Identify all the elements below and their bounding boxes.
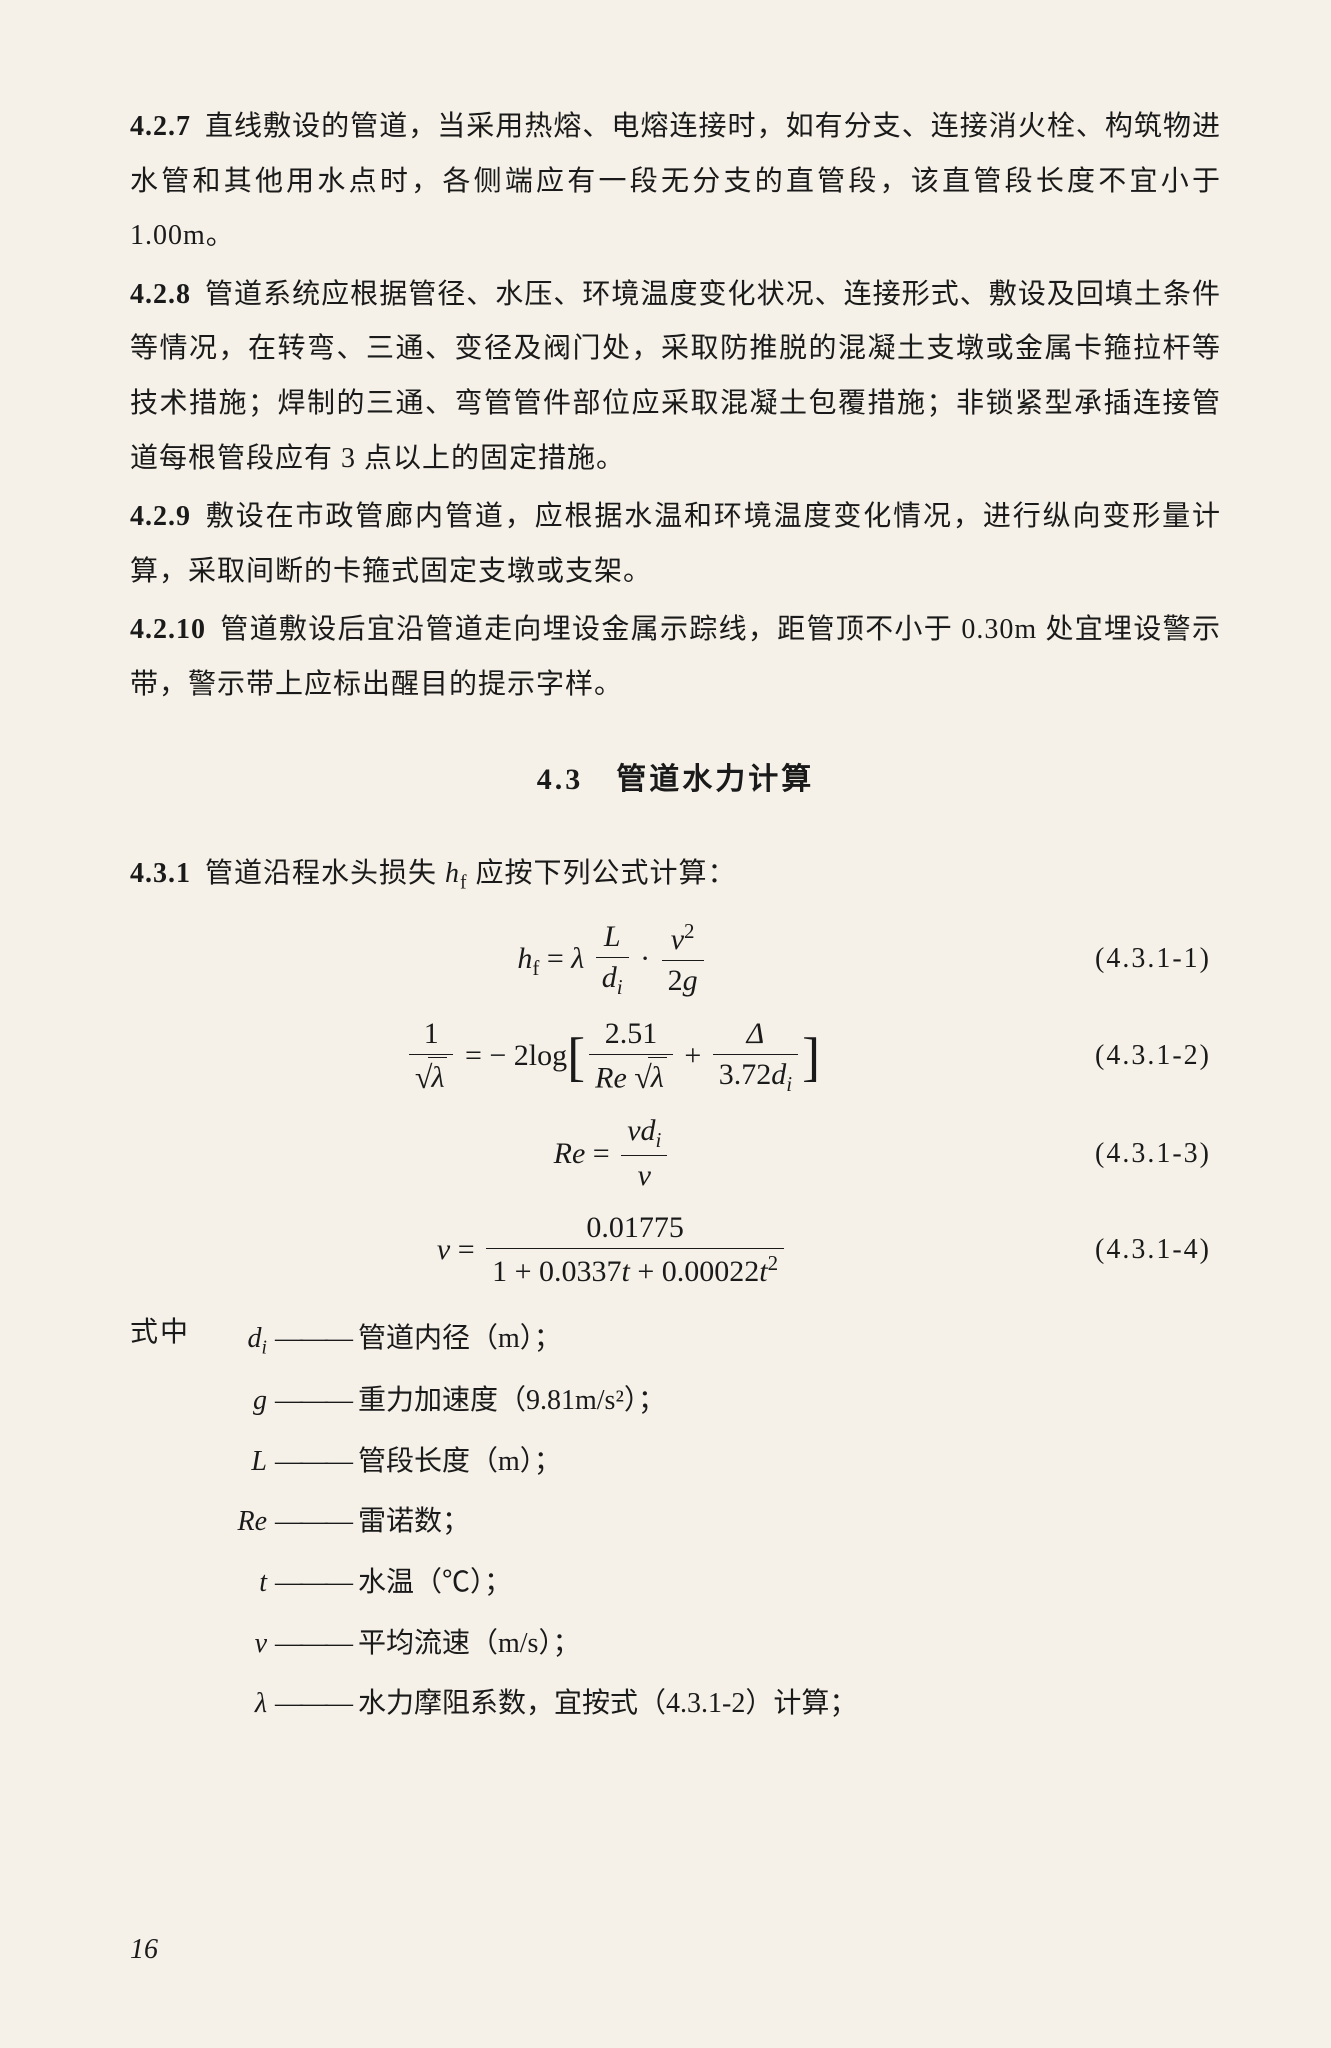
definition-dash: ——— bbox=[275, 1435, 350, 1490]
definition-list: 式中 di———管道内径（m）；g———重力加速度（9.81m/s²）；L———… bbox=[130, 1306, 1221, 1737]
definition-dash: ——— bbox=[275, 1677, 350, 1732]
section-title: 4.3 管道水力计算 bbox=[130, 751, 1221, 810]
equation-4-3-1-2: 1 √λ = − 2log [ 2.51 Re √λ + Δ 3.72di ] … bbox=[130, 1016, 1221, 1097]
definition-symbol: Re bbox=[217, 1495, 267, 1550]
definition-dash: ——— bbox=[275, 1495, 350, 1550]
definition-symbol: g bbox=[217, 1374, 267, 1429]
definition-desc: 水温（℃）； bbox=[358, 1556, 512, 1611]
para-number: 4.3.1 bbox=[130, 858, 191, 889]
definition-desc: 水力摩阻系数，宜按式（4.3.1-2）计算； bbox=[358, 1677, 857, 1732]
para-text: 管道系统应根据管径、水压、环境温度变化状况、连接形式、敷设及回填土条件等情况，在… bbox=[130, 279, 1221, 474]
definition-row: v———平均流速（m/s）； bbox=[217, 1617, 857, 1672]
definition-symbol: v bbox=[217, 1617, 267, 1672]
equation-4-3-1-4: ν = 0.01775 1 + 0.0337t + 0.00022t2 (4.3… bbox=[130, 1210, 1221, 1290]
definition-row: λ———水力摩阻系数，宜按式（4.3.1-2）计算； bbox=[217, 1677, 857, 1732]
definition-row: L———管段长度（m）； bbox=[217, 1435, 857, 1490]
definition-symbol: λ bbox=[217, 1677, 267, 1732]
equation-4-3-1-3: Re = vdiν (4.3.1-3) bbox=[130, 1113, 1221, 1194]
definitions-container: di———管道内径（m）；g———重力加速度（9.81m/s²）；L———管段长… bbox=[217, 1306, 857, 1737]
definition-intro: 式中 bbox=[130, 1306, 210, 1361]
equation-label: (4.3.1-3) bbox=[1095, 1127, 1211, 1182]
definition-symbol: di bbox=[217, 1312, 267, 1368]
definition-dash: ——— bbox=[275, 1374, 350, 1429]
definition-desc: 管道内径（m）； bbox=[358, 1312, 562, 1367]
definition-symbol: L bbox=[217, 1435, 267, 1490]
equation-label: (4.3.1-2) bbox=[1095, 1029, 1211, 1084]
definition-row: Re———雷诺数； bbox=[217, 1495, 857, 1550]
definition-dash: ——— bbox=[275, 1556, 350, 1611]
definition-row: g———重力加速度（9.81m/s²）； bbox=[217, 1374, 857, 1429]
page-number: 16 bbox=[130, 1923, 158, 1978]
equation-label: (4.3.1-1) bbox=[1095, 932, 1211, 987]
equation-label: (4.3.1-4) bbox=[1095, 1223, 1211, 1278]
definition-symbol: t bbox=[217, 1556, 267, 1611]
definition-desc: 重力加速度（9.81m/s²）； bbox=[358, 1374, 666, 1429]
definition-desc: 雷诺数； bbox=[358, 1495, 470, 1550]
definition-dash: ——— bbox=[275, 1312, 350, 1367]
definition-desc: 平均流速（m/s）； bbox=[358, 1617, 580, 1672]
definition-row: t———水温（℃）； bbox=[217, 1556, 857, 1611]
definition-desc: 管段长度（m）； bbox=[358, 1435, 562, 1490]
para-text: 管道敷设后宜沿管道走向埋设金属示踪线，距管顶不小于 0.30m 处宜埋设警示带，… bbox=[130, 614, 1221, 700]
para-number: 4.2.7 bbox=[130, 111, 191, 142]
paragraph-4-2-9: 4.2.9敷设在市政管廊内管道，应根据水温和环境温度变化情况，进行纵向变形量计算… bbox=[130, 490, 1221, 599]
paragraph-4-3-1: 4.3.1管道沿程水头损失 hf 应按下列公式计算： bbox=[130, 847, 1221, 903]
para-text: 敷设在市政管廊内管道，应根据水温和环境温度变化情况，进行纵向变形量计算，采取间断… bbox=[130, 501, 1221, 587]
para-number: 4.2.8 bbox=[130, 279, 191, 310]
para-number: 4.2.9 bbox=[130, 501, 191, 532]
para-text: 直线敷设的管道，当采用热熔、电熔连接时，如有分支、连接消火栓、构筑物进水管和其他… bbox=[130, 111, 1221, 251]
definition-dash: ——— bbox=[275, 1617, 350, 1672]
paragraph-4-2-10: 4.2.10管道敷设后宜沿管道走向埋设金属示踪线，距管顶不小于 0.30m 处宜… bbox=[130, 603, 1221, 712]
para-number: 4.2.10 bbox=[130, 614, 206, 645]
equation-4-3-1-1: hf = λ Ldi · v22g (4.3.1-1) bbox=[130, 919, 1221, 1000]
paragraph-4-2-8: 4.2.8管道系统应根据管径、水压、环境温度变化状况、连接形式、敷设及回填土条件… bbox=[130, 268, 1221, 486]
paragraph-4-2-7: 4.2.7直线敷设的管道，当采用热熔、电熔连接时，如有分支、连接消火栓、构筑物进… bbox=[130, 100, 1221, 264]
para-text-post: 应按下列公式计算： bbox=[468, 858, 737, 889]
definition-row: di———管道内径（m）； bbox=[217, 1312, 857, 1368]
para-text-pre: 管道沿程水头损失 bbox=[205, 858, 445, 889]
